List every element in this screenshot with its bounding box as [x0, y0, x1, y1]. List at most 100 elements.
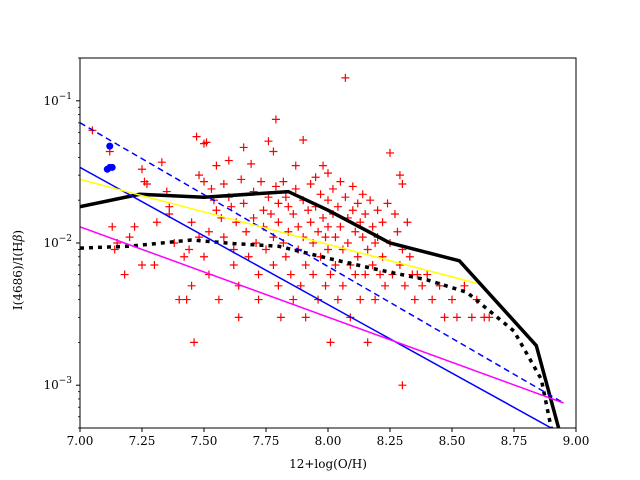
- data-point-plus: [212, 161, 221, 170]
- data-point-plus: [395, 171, 404, 180]
- data-point-plus: [326, 270, 335, 279]
- data-point-plus: [281, 252, 290, 261]
- data-point-plus: [142, 179, 151, 188]
- data-point-plus: [393, 227, 402, 236]
- data-point-plus: [314, 227, 323, 236]
- data-point-plus: [187, 281, 196, 290]
- data-point-plus: [333, 295, 342, 304]
- model-line-blue-solid: [80, 166, 552, 428]
- data-point-plus: [368, 222, 377, 231]
- data-point-plus: [356, 295, 365, 304]
- data-point-plus: [227, 202, 236, 211]
- data-point-plus: [281, 193, 290, 202]
- data-point-plus: [180, 252, 189, 261]
- x-tick-label: 8.25: [377, 434, 404, 448]
- data-point-plus: [413, 270, 422, 279]
- data-point-plus: [237, 175, 246, 184]
- x-axis-label: 12+log(O/H): [289, 457, 367, 471]
- data-point-plus: [321, 233, 330, 242]
- data-point-plus: [150, 261, 159, 270]
- data-point-plus: [373, 206, 382, 215]
- y-axis-label-suffix: ): [11, 230, 25, 235]
- data-point-plus: [423, 270, 432, 279]
- data-point-plus: [390, 209, 399, 218]
- data-point-plus: [232, 218, 241, 227]
- data-point-plus: [343, 239, 352, 247]
- data-point-plus: [110, 245, 119, 254]
- data-point-plus: [185, 245, 194, 254]
- data-point-circle: [106, 142, 114, 150]
- data-point-plus: [244, 252, 253, 261]
- data-point-plus: [259, 206, 268, 215]
- data-point-plus: [286, 270, 295, 279]
- data-point-plus: [269, 147, 278, 156]
- data-point-plus: [319, 213, 328, 222]
- data-point-plus: [328, 184, 337, 193]
- data-point-plus: [219, 179, 228, 188]
- x-tick-label: 9.00: [563, 434, 590, 448]
- model-line-solid-black-thick: [80, 189, 561, 428]
- data-point-plus: [361, 209, 370, 218]
- data-point-plus: [182, 295, 191, 304]
- data-point-plus: [376, 270, 385, 279]
- data-point-plus: [368, 261, 377, 270]
- data-point-plus: [138, 261, 146, 270]
- data-point-plus: [363, 245, 372, 254]
- data-point-plus: [130, 222, 139, 231]
- data-point-plus: [398, 179, 407, 188]
- data-point-plus: [274, 199, 283, 208]
- data-point-plus: [452, 313, 461, 322]
- data-point-plus: [276, 313, 285, 322]
- data-point-plus: [440, 313, 449, 322]
- axes: 7.00 7.25 7.50 7.75 8.00 8.25 8.50 8.75 9.0010−3…: [43, 57, 590, 448]
- data-point-plus: [219, 233, 228, 242]
- model-line-yellow-solid: [80, 178, 477, 285]
- data-point-plus: [324, 245, 332, 254]
- data-point-plus: [371, 239, 380, 247]
- data-point-plus: [371, 295, 380, 304]
- data-point-plus: [214, 295, 223, 304]
- data-point-plus: [291, 161, 300, 170]
- data-point-plus: [410, 295, 419, 304]
- data-point-plus: [448, 295, 456, 304]
- data-point-plus: [400, 281, 409, 290]
- data-point-plus: [326, 338, 335, 347]
- data-point-plus: [157, 158, 166, 167]
- data-point-plus: [428, 295, 437, 304]
- data-point-plus: [336, 222, 345, 231]
- data-point-plus: [358, 233, 367, 242]
- data-point-plus: [212, 206, 221, 215]
- data-point-plus: [271, 115, 280, 124]
- data-point-plus: [341, 193, 350, 202]
- data-point-plus: [304, 206, 313, 215]
- data-point-plus: [331, 261, 340, 270]
- data-point-plus: [336, 177, 345, 186]
- y-axis-label: I(4686)/I(Hβ): [11, 230, 25, 310]
- data-point-plus: [200, 177, 208, 186]
- data-point-plus: [207, 184, 216, 193]
- data-point-plus: [247, 159, 256, 168]
- data-point-plus: [165, 202, 174, 211]
- data-point-plus: [341, 73, 350, 82]
- data-point-plus: [306, 179, 315, 188]
- data-point-plus: [187, 218, 196, 227]
- plot-content: [80, 73, 564, 428]
- data-point-plus: [202, 138, 211, 147]
- data-point-plus: [324, 222, 332, 231]
- data-point-plus: [195, 171, 204, 180]
- y-axis-label-prefix: I(4686)/I(H: [11, 242, 25, 311]
- data-point-plus: [353, 199, 362, 208]
- data-point-plus: [338, 281, 347, 290]
- data-point-plus: [152, 218, 161, 227]
- data-point-plus: [301, 313, 310, 322]
- data-point-plus: [229, 261, 238, 270]
- data-point-plus: [324, 196, 332, 205]
- data-point-plus: [356, 218, 365, 227]
- data-point-plus: [257, 177, 266, 186]
- y-tick-exponent: −2: [59, 234, 72, 244]
- data-point-plus: [306, 218, 315, 227]
- data-point-plus: [120, 270, 129, 279]
- data-point-plus: [378, 218, 387, 227]
- data-point-plus: [291, 184, 300, 193]
